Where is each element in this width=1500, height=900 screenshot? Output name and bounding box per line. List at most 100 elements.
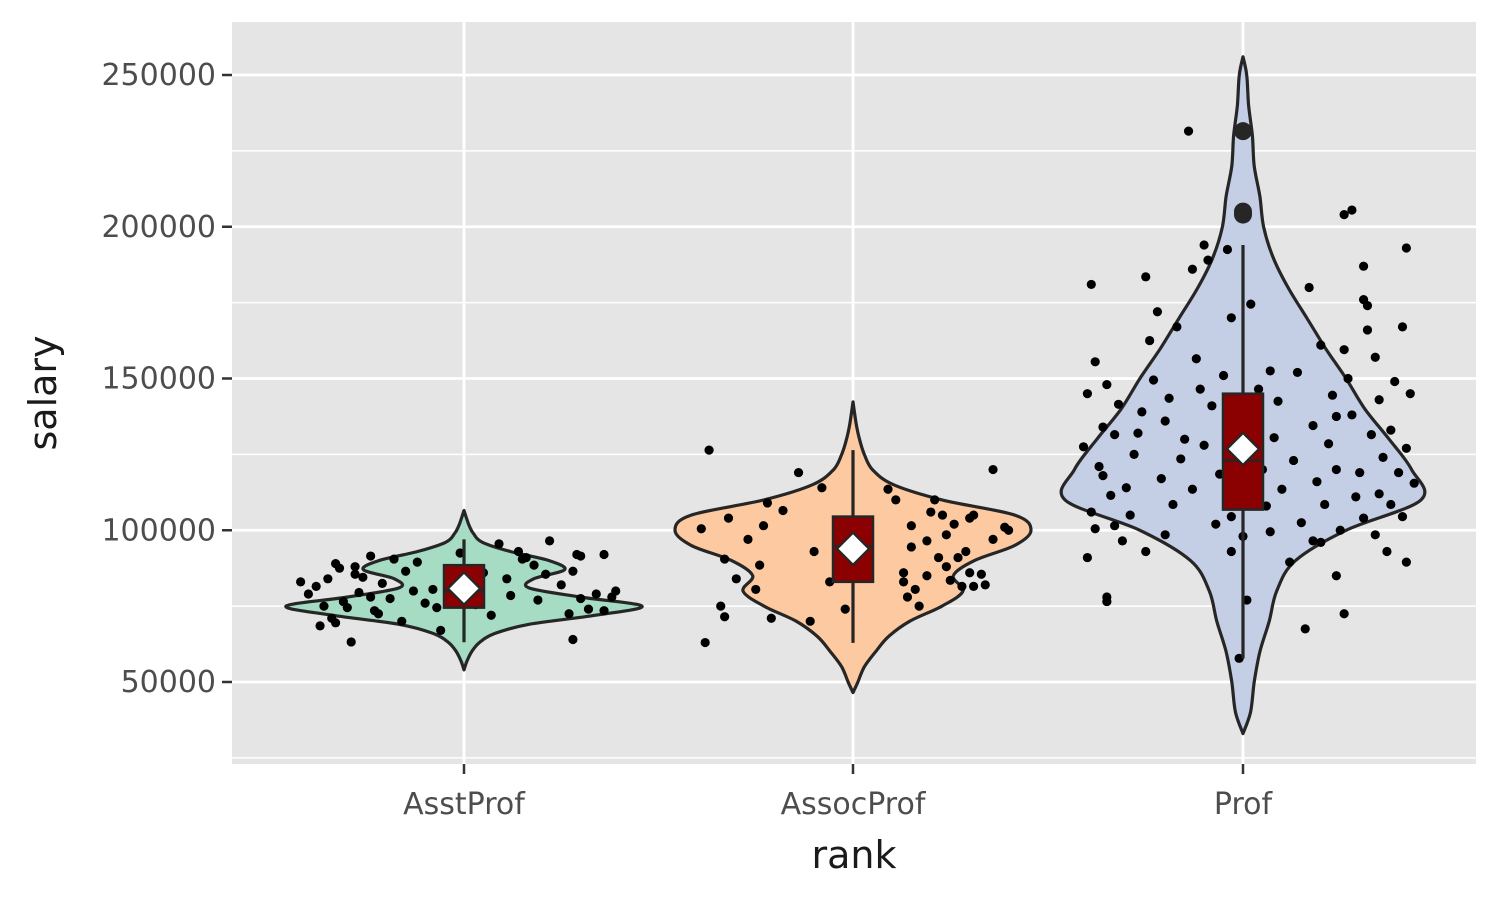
data-point [334,563,345,573]
data-point [778,505,788,516]
data-point [1199,240,1209,250]
data-point [1078,442,1089,452]
data-point [762,498,773,508]
data-point [311,581,321,591]
box-layer [442,122,1265,659]
data-point [1117,536,1128,546]
outlier-point [1234,202,1252,221]
data-point [965,513,975,523]
data-point [988,464,998,475]
data-point [331,618,341,628]
data-point [731,574,741,584]
data-point [1098,422,1108,432]
data-point [1211,519,1221,529]
data-point [513,546,524,557]
data-point [420,598,430,608]
data-point [1199,440,1209,450]
data-point [1312,477,1322,487]
data-point [758,521,769,531]
data-point [568,634,578,645]
data-point [980,580,990,590]
data-point [1409,478,1419,488]
data-point [358,572,368,582]
data-point [1253,384,1264,394]
data-point [541,569,551,579]
data-point [1082,389,1092,399]
data-point [346,637,356,647]
data-point [1125,510,1135,520]
data-point [1401,443,1411,453]
data-point [937,510,948,520]
data-point [1331,464,1341,475]
data-point [941,562,951,572]
data-point [720,554,730,564]
data-point [1226,313,1236,323]
data-point [1082,552,1092,563]
data-point [988,534,998,544]
data-point [898,568,909,578]
data-point [1129,449,1139,459]
data-point [1148,375,1159,385]
data-point [1296,518,1306,528]
data-point [1339,345,1349,355]
data-point [1285,557,1295,567]
data-point [1335,525,1345,535]
data-point [1366,430,1376,440]
data-point [1218,370,1229,381]
data-point [809,546,819,557]
data-point [1331,571,1341,581]
data-point [1362,301,1373,311]
data-point [342,603,352,613]
data-point [902,592,913,602]
data-point [1203,255,1213,265]
data-point [1110,521,1120,531]
data-point [1106,490,1116,500]
data-point [533,595,543,605]
data-point [319,601,329,611]
data-point [350,562,360,572]
data-point [751,584,761,595]
data-point [1362,325,1373,335]
x-tick-label: AssocProf [781,787,927,822]
data-point [564,609,574,619]
data-point [906,521,916,531]
data-point [716,601,726,611]
data-point [817,483,827,493]
data-point [1401,557,1411,567]
data-point [922,571,932,581]
data-point [517,554,527,564]
data-point [1347,410,1357,420]
data-point [1347,205,1357,215]
data-point [1102,596,1112,607]
y-tick-label: 100000 [101,513,216,548]
data-point [412,557,422,567]
data-point [568,566,578,576]
data-point [1086,507,1096,517]
y-tick-label: 150000 [101,362,216,397]
mean-marker [446,570,482,607]
data-point [544,536,555,546]
data-point [1382,546,1392,557]
data-point [1405,389,1415,399]
data-point [369,606,380,616]
data-point [1195,384,1205,394]
data-point [385,593,395,604]
data-point [883,484,893,494]
data-point [1110,430,1120,440]
data-point [933,552,944,563]
data-point [401,566,411,576]
data-point [1401,243,1411,253]
data-point [1141,546,1151,557]
mean-marker [835,531,871,567]
data-point [1339,609,1349,619]
data-point [1160,416,1170,426]
data-point [805,616,815,626]
data-point [1180,434,1190,444]
data-point [766,613,776,623]
data-point [1323,439,1334,449]
data-point [1292,367,1303,378]
data-point [723,513,734,523]
data-point [436,625,446,636]
data-point [1308,536,1318,546]
